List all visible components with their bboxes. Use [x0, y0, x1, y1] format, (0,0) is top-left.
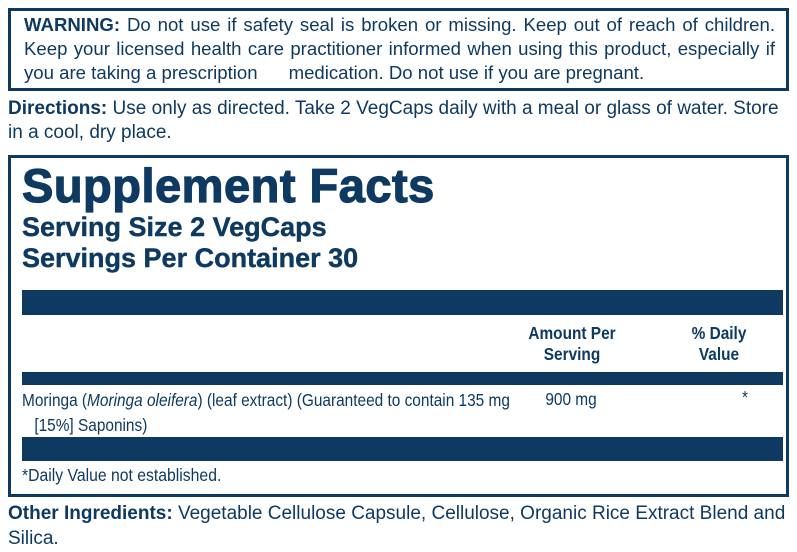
- supplement-facts-panel: Supplement Facts Serving Size 2 VegCaps …: [8, 155, 789, 497]
- warning-paragraph: WARNING: Do not use if safety seal is br…: [24, 13, 775, 85]
- directions-section: Directions: Use only as directed. Take 2…: [8, 97, 791, 145]
- column-header-amount-per-serving: Amount Per Serving: [528, 323, 616, 364]
- serving-size: Serving Size 2 VegCaps: [22, 212, 327, 242]
- ingredient-daily-value: *: [742, 387, 748, 407]
- warning-box: WARNING: Do not use if safety seal is br…: [8, 8, 789, 91]
- ingredient-amount: 900 mg: [545, 389, 597, 409]
- other-ingredients-label: Other Ingredients:: [8, 503, 173, 524]
- warning-text: Do not use if safety seal is broken or m…: [24, 14, 775, 83]
- daily-value-footnote: *Daily Value not established.: [22, 465, 222, 485]
- ingredient-name-prefix: Moringa (: [22, 390, 88, 410]
- column-header-daily-value: % Daily Value: [691, 323, 747, 364]
- footer-bar: [22, 437, 783, 461]
- supplement-facts-title: Supplement Facts: [21, 158, 435, 212]
- servings-per-container: Servings Per Container 30: [22, 243, 359, 273]
- serving-info: Serving Size 2 VegCaps Servings Per Cont…: [22, 212, 359, 274]
- warning-label: WARNING:: [24, 14, 121, 35]
- directions-text: Use only as directed. Take 2 VegCaps dai…: [8, 98, 779, 143]
- other-ingredients-text: Vegetable Cellulose Capsule, Cellulose, …: [8, 503, 786, 549]
- directions-label: Directions:: [8, 98, 108, 119]
- other-ingredients-section: Other Ingredients: Vegetable Cellulose C…: [8, 502, 793, 551]
- ingredient-name-suffix: ) (leaf extract) (Guaranteed to contain …: [34, 390, 510, 435]
- other-ingredients-paragraph: Other Ingredients: Vegetable Cellulose C…: [8, 502, 793, 551]
- ingredient-name: Moringa (Moringa oleifera) (leaf extract…: [22, 388, 523, 438]
- directions-paragraph: Directions: Use only as directed. Take 2…: [8, 97, 791, 145]
- separator-bar: [22, 372, 783, 385]
- header-bar: [22, 290, 783, 315]
- ingredient-name-botanical: Moringa oleifera: [87, 390, 198, 410]
